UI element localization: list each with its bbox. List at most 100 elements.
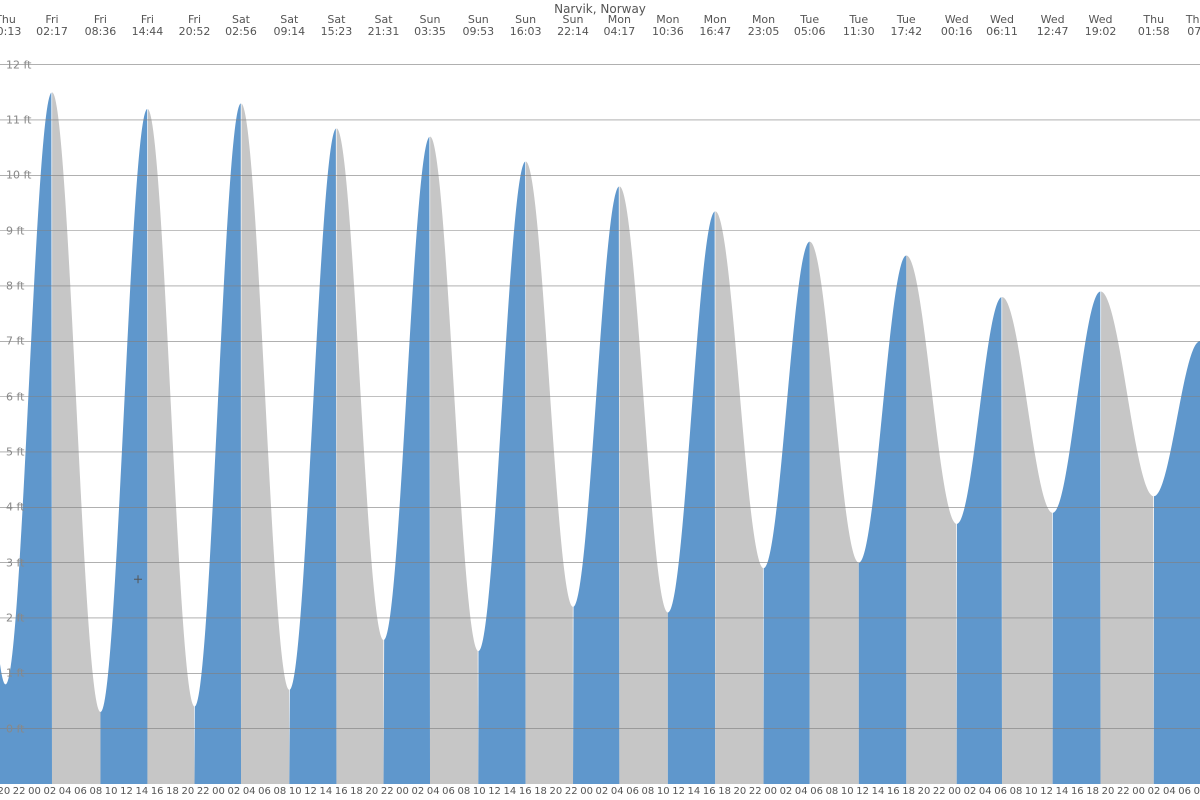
hour-tick-label: 00 — [212, 786, 225, 797]
hour-tick-label: 00 — [580, 786, 593, 797]
hour-tick-label: 02 — [596, 786, 609, 797]
tide-event-label: Sun22:14 — [557, 14, 589, 38]
hour-tick-label: 06 — [810, 786, 823, 797]
tide-rising-area — [289, 128, 336, 784]
y-tick-label: 6 ft — [6, 390, 25, 403]
tide-event-label: Wed12:47 — [1037, 14, 1069, 38]
hour-tick-label: 22 — [565, 786, 578, 797]
y-tick-label: 7 ft — [6, 335, 25, 348]
tide-rising-area — [1053, 292, 1101, 785]
hour-tick-label: 00 — [1132, 786, 1145, 797]
tide-rising-area — [0, 93, 52, 784]
tide-falling-area — [906, 256, 956, 784]
y-tick-label: 3 ft — [6, 556, 25, 569]
hour-tick-label: 16 — [1071, 786, 1084, 797]
hour-tick-label: 00 — [948, 786, 961, 797]
hour-tick-label: 12 — [672, 786, 685, 797]
hour-tick-label: 08 — [458, 786, 471, 797]
tide-event-label: Sun16:03 — [510, 14, 542, 38]
hour-tick-label: 10 — [105, 786, 118, 797]
hour-tick-label: 08 — [642, 786, 655, 797]
y-tick-label: 11 ft — [6, 113, 32, 126]
tide-falling-area — [147, 109, 194, 784]
tide-event-label: Thu20:13 — [0, 14, 21, 38]
hour-tick-label: 20 — [0, 786, 10, 797]
tide-event-label: Tue11:30 — [843, 14, 875, 38]
hour-tick-label: 16 — [703, 786, 716, 797]
tide-event-label: Mon16:47 — [699, 14, 731, 38]
tide-chart: Narvik, Norway Thu20:13Fri02:17Fri08:36F… — [0, 0, 1200, 800]
tide-event-label: Tue05:06 — [794, 14, 826, 38]
hour-tick-label: 22 — [197, 786, 210, 797]
hour-tick-label: 06 — [626, 786, 639, 797]
hour-tick-label: 12 — [856, 786, 869, 797]
hour-tick-label: 10 — [473, 786, 486, 797]
hour-tick-label: 22 — [933, 786, 946, 797]
tide-event-label: Sun09:53 — [462, 14, 494, 38]
hour-tick-label: 12 — [1040, 786, 1053, 797]
hour-tick-label: 04 — [243, 786, 256, 797]
hour-tick-label: 04 — [979, 786, 992, 797]
tide-falling-area — [526, 162, 573, 784]
hour-tick-label: 02 — [412, 786, 425, 797]
hour-tick-label: 08 — [273, 786, 286, 797]
hour-tick-label: 06 — [74, 786, 87, 797]
tide-falling-area — [52, 92, 100, 784]
tide-falling-area — [241, 104, 289, 784]
hour-tick-label: 00 — [28, 786, 41, 797]
tide-rising-area — [478, 162, 525, 784]
hour-tick-label: 14 — [504, 786, 517, 797]
y-tick-label: 0 ft — [6, 722, 25, 735]
hour-tick-label: 18 — [350, 786, 363, 797]
hour-tick-label: 10 — [289, 786, 302, 797]
hour-tick-label: 22 — [13, 786, 26, 797]
tide-falling-area — [619, 186, 667, 784]
tide-event-label: Fri08:36 — [85, 14, 117, 38]
y-tick-label: 9 ft — [6, 224, 25, 237]
hour-tick-label: 06 — [258, 786, 271, 797]
hour-tick-label: 12 — [120, 786, 133, 797]
hour-tick-label: 04 — [611, 786, 624, 797]
y-tick-label: 5 ft — [6, 445, 25, 458]
hour-tick-label: 16 — [151, 786, 164, 797]
hour-tick-label: 08 — [826, 786, 839, 797]
tide-event-label: Wed19:02 — [1085, 14, 1117, 38]
hour-tick-label: 16 — [519, 786, 532, 797]
hour-tick-label: 14 — [135, 786, 148, 797]
hour-tick-label: 04 — [795, 786, 808, 797]
y-tick-label: 10 ft — [6, 169, 32, 182]
hour-tick-label: 06 — [994, 786, 1007, 797]
tide-event-label: Sat09:14 — [273, 14, 305, 38]
tide-rising-area — [668, 211, 715, 784]
y-tick-label: 8 ft — [6, 279, 25, 292]
hour-tick-label: 08 — [1010, 786, 1023, 797]
tide-event-label: Thu01:58 — [1138, 14, 1170, 38]
hour-tick-label: 14 — [872, 786, 885, 797]
hour-tick-label: 18 — [718, 786, 731, 797]
hour-tick-label: 20 — [181, 786, 194, 797]
tide-rising-area — [100, 109, 147, 784]
hour-tick-label: 18 — [166, 786, 179, 797]
tide-event-label: Sat21:31 — [368, 14, 400, 38]
hour-tick-label: 20 — [366, 786, 379, 797]
hour-tick-label: 00 — [396, 786, 409, 797]
tide-rising-area — [195, 103, 241, 784]
tide-event-label: Fri20:52 — [179, 14, 211, 38]
tide-event-label: Wed06:11 — [986, 14, 1018, 38]
hour-tick-label: 12 — [488, 786, 501, 797]
hour-tick-label: 02 — [227, 786, 240, 797]
tide-event-label: Fri14:44 — [132, 14, 164, 38]
hour-tick-label: 22 — [381, 786, 394, 797]
hour-tick-label: 16 — [335, 786, 348, 797]
hour-tick-label: 04 — [427, 786, 440, 797]
hour-tick-label: 20 — [734, 786, 747, 797]
hour-tick-label: 04 — [59, 786, 72, 797]
hour-tick-label: 08 — [89, 786, 102, 797]
y-tick-label: 1 ft — [6, 667, 25, 680]
hour-tick-label: 06 — [1178, 786, 1191, 797]
tide-rising-area — [859, 256, 907, 784]
hour-tick-label: 18 — [902, 786, 915, 797]
hour-tick-label: 18 — [534, 786, 547, 797]
hour-tick-label: 02 — [964, 786, 977, 797]
tide-falling-area — [810, 242, 859, 784]
